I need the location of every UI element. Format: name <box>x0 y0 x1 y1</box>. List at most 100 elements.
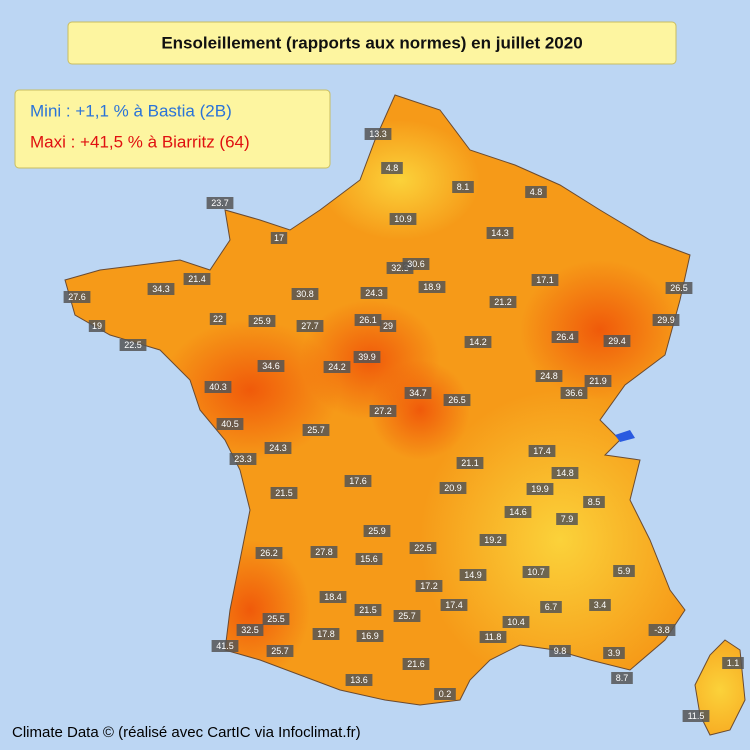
station-value: 23.3 <box>234 454 252 464</box>
station-value: 34.6 <box>262 361 280 371</box>
label-bg <box>266 645 294 657</box>
label-bg <box>264 442 292 454</box>
label-bg <box>209 313 227 325</box>
station-value: 25.7 <box>307 425 325 435</box>
station-value: 21.9 <box>589 376 607 386</box>
station-value: 40.3 <box>209 382 227 392</box>
label-bg <box>353 351 381 363</box>
station-value: 9.8 <box>554 646 567 656</box>
label-bg <box>525 186 547 198</box>
station-value: 14.6 <box>509 507 527 517</box>
label-bg <box>206 197 234 209</box>
label-bg <box>63 291 91 303</box>
label-bg <box>296 320 324 332</box>
station-value: 17.8 <box>317 629 335 639</box>
station-value: 41.5 <box>216 641 234 651</box>
label-bg <box>393 610 421 622</box>
label-bg <box>665 282 693 294</box>
label-bg <box>360 287 388 299</box>
label-bg <box>603 647 625 659</box>
label-bg <box>526 483 554 495</box>
label-bg <box>183 273 211 285</box>
station-value: 21.6 <box>407 659 425 669</box>
station-value: 11.8 <box>485 632 502 642</box>
label-bg <box>381 162 403 174</box>
station-value: 17.4 <box>533 446 551 456</box>
station-value: 8.5 <box>588 497 601 507</box>
station-value: -3.8 <box>654 625 670 635</box>
title-box <box>67 21 677 65</box>
label-bg <box>270 487 298 499</box>
station-value: 29.9 <box>657 315 675 325</box>
label-bg <box>584 375 612 387</box>
label-bg <box>354 604 382 616</box>
station-value: 17 <box>274 233 284 243</box>
station-value: 34.3 <box>152 284 170 294</box>
label-bg <box>404 387 432 399</box>
label-bg <box>345 674 373 686</box>
station-value: 10.9 <box>394 214 412 224</box>
maxi: Maxi : +41,5 % à Biarritz (64) <box>30 132 250 151</box>
station-value: 14.8 <box>556 468 574 478</box>
label-bg <box>611 672 633 684</box>
station-value: 4.8 <box>386 163 399 173</box>
label-bg <box>236 624 264 636</box>
label-bg <box>402 658 430 670</box>
station-value: 26.5 <box>448 395 466 405</box>
station-value: 22.5 <box>414 543 432 553</box>
label-bg <box>439 482 467 494</box>
station-value: 34.7 <box>409 388 427 398</box>
station-value: 3.4 <box>594 600 607 610</box>
label-bg <box>389 213 417 225</box>
station-value: 26.4 <box>556 332 574 342</box>
label-bg <box>682 710 710 722</box>
station-value: 21.2 <box>494 297 512 307</box>
station-value: 4.8 <box>530 187 543 197</box>
label-bg <box>255 547 283 559</box>
label-bg <box>531 274 559 286</box>
title: Ensoleillement (rapports aux normes) en … <box>161 33 582 52</box>
station-value: 24.3 <box>269 443 287 453</box>
station-value: 21.4 <box>188 274 206 284</box>
station-value: 23.7 <box>211 198 229 208</box>
label-bg <box>402 258 430 270</box>
label-bg <box>355 553 383 565</box>
station-value: 18.9 <box>423 282 441 292</box>
station-value: 27.7 <box>301 321 319 331</box>
label-bg <box>535 370 563 382</box>
label-bg <box>291 288 319 300</box>
label-bg <box>440 599 468 611</box>
station-value: 14.9 <box>464 570 482 580</box>
station-value: 26.1 <box>359 315 377 325</box>
label-bg <box>522 566 550 578</box>
label-bg <box>312 628 340 640</box>
station-value: 27.2 <box>374 406 392 416</box>
label-bg <box>456 457 484 469</box>
mini: Mini : +1,1 % à Bastia (2B) <box>30 101 232 120</box>
station-value: 25.7 <box>271 646 289 656</box>
station-value: 24.3 <box>365 288 383 298</box>
label-bg <box>369 405 397 417</box>
label-bg <box>452 181 474 193</box>
station-value: 19.2 <box>484 535 502 545</box>
label-bg <box>379 320 397 332</box>
label-bg <box>344 475 372 487</box>
label-bg <box>363 525 391 537</box>
station-value: 25.9 <box>368 526 386 536</box>
station-value: 20.9 <box>444 483 462 493</box>
station-value: 17.2 <box>420 581 438 591</box>
label-bg <box>415 580 443 592</box>
station-value: 21.5 <box>359 605 377 615</box>
footer: Climate Data © (réalisé avec CartIC via … <box>12 724 361 741</box>
station-value: 17.1 <box>536 275 554 285</box>
station-value: 30.8 <box>296 289 314 299</box>
label-bg <box>551 467 579 479</box>
label-bg <box>479 631 507 643</box>
label-bg <box>459 569 487 581</box>
station-value: 16.9 <box>361 631 379 641</box>
label-bg <box>540 601 562 613</box>
station-value: 24.2 <box>328 362 346 372</box>
label-bg <box>310 546 338 558</box>
label-bg <box>323 361 351 373</box>
